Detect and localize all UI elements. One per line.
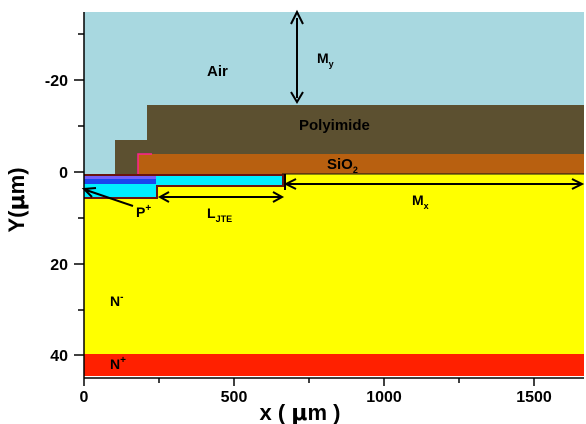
y-tick-label: 40: [50, 348, 68, 365]
y-ticks: [74, 33, 84, 356]
ljte-label: LJTE: [207, 205, 232, 224]
dimension-annotations: My Mx LJTE: [81, 9, 585, 224]
x-tick-label: 500: [221, 389, 248, 406]
p-plus-jte-region: [84, 174, 284, 199]
x-tick-label: 1500: [516, 389, 552, 406]
plot-area: [84, 12, 584, 376]
x-tick-label: 0: [80, 389, 89, 406]
mx-label: Mx: [412, 192, 429, 211]
x-axis-title: x ( μm ): [260, 400, 341, 424]
p-plus-fill: [84, 176, 156, 184]
y-tick-label: -20: [45, 73, 68, 90]
y-axis-title: Y(μm): [4, 167, 30, 232]
p-plus-pointer: [85, 189, 134, 207]
ljte-arrow-left-head: [157, 191, 170, 203]
axes: -20 0 20 40 0 500 1000 1500 x ( μm ) Y(μ…: [4, 12, 584, 424]
x-tick-label: 1000: [366, 389, 402, 406]
my-label: My: [317, 50, 334, 69]
p-plus-label: P+: [136, 203, 151, 220]
p-plus-highlight: [84, 176, 156, 179]
ljte-arrow-right-head: [272, 191, 285, 203]
x-ticks: [83, 378, 535, 386]
n-minus-label: N-: [110, 292, 123, 309]
oxide-edge-line: [137, 153, 152, 174]
sio2-label: SiO2: [327, 156, 358, 175]
region-labels: Air Polyimide SiO2 P+ N- N+: [110, 63, 370, 372]
y-tick-label: 0: [59, 165, 68, 182]
my-arrow-top-head: [290, 9, 304, 25]
n-minus-region: [84, 174, 584, 354]
n-plus-region: [84, 354, 584, 376]
n-plus-label: N+: [110, 355, 126, 372]
air-label: Air: [207, 63, 228, 80]
sio2-layer: [138, 154, 584, 174]
mx-arrow-right-head: [571, 178, 585, 190]
polyimide-label: Polyimide: [299, 117, 370, 134]
y-tick-label: 20: [50, 257, 68, 274]
my-arrow-bottom-head: [290, 91, 304, 104]
